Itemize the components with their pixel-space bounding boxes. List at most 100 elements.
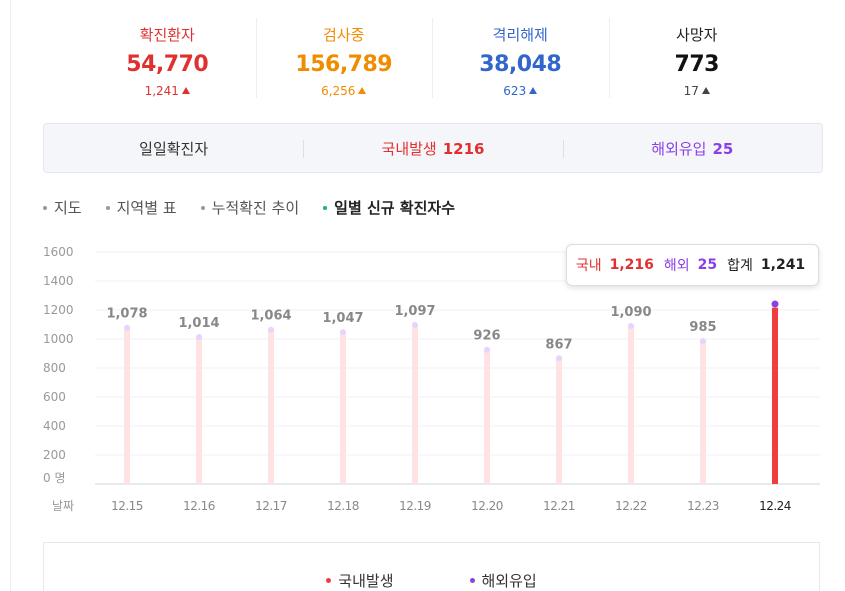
total-bar-cap [484,346,490,353]
bar-value-label: 926 [473,329,500,344]
summary-overseas-value: 25 [712,139,734,158]
x-tick-label: 12.20 [471,499,503,513]
tooltip-domestic-label: 국내 [575,258,602,274]
total-bar-cap [268,326,274,333]
stat-released-label: 격리해제 [492,26,548,44]
total-bar-cap [628,322,634,329]
summary-overseas-label: 해외유입 [651,139,707,158]
total-bar [700,341,706,484]
y-tick-label: 1200 [43,303,74,317]
x-tick-label: 12.18 [327,499,359,513]
bar-value-label: 1,014 [178,316,219,331]
x-tick-label: 12.23 [687,499,719,513]
y-tick-label: 200 [43,448,66,462]
x-tick-label: 12.16 [183,499,215,513]
legend-domestic-label: 국내발생 [338,572,394,590]
bullet-icon [43,205,47,210]
tab-region-table-label: 지역별 표 [116,199,177,217]
tab-map[interactable]: 지도 [43,197,82,218]
up-triangle-icon [701,87,710,94]
total-bar [412,324,418,484]
domestic-bar [772,307,778,484]
summary-overseas: 해외유입 25 [562,138,822,159]
total-bar-cap [700,338,706,345]
summary-daily-label: 일일확진자 [139,139,209,158]
y-tick-label: 1000 [43,332,74,346]
y-unit-label: 0 명 [43,471,66,485]
total-bar-cap [412,321,418,328]
stat-deaths-delta: 17 [609,84,786,98]
bar-value-label: 1,064 [250,309,291,324]
tab-daily-new-cases-label: 일별 신규 확진자수 [334,199,456,217]
stat-released-delta: 623 [432,84,609,98]
overseas-dot-icon [469,578,475,583]
stat-testing-delta: 6,256 [256,84,433,98]
summary-daily: 일일확진자 [44,138,303,159]
up-triangle-icon [529,87,538,94]
tooltip-overseas-value: 25 [697,257,718,273]
y-tick-label: 1400 [43,274,74,288]
tab-daily-new-cases[interactable]: 일별 신규 확진자수 [323,197,455,218]
stat-deaths: 사망자 773 17 [608,18,786,100]
y-tick-label: 1600 [43,245,74,259]
x-tick-label: 12.21 [543,499,575,513]
bar-value-label: 1,097 [394,304,435,319]
bar-value-label: 985 [689,320,716,335]
tab-region-table[interactable]: 지역별 표 [105,197,177,218]
up-triangle-icon [358,87,367,94]
x-tick-label: 12.24 [759,499,791,513]
stat-confirmed-value: 54,770 [126,52,209,77]
total-bar [484,349,490,484]
x-tick-label: 12.15 [111,499,143,513]
tooltip-overseas-label: 해외 [663,258,690,274]
total-bar [556,358,562,484]
tooltip-total-label: 합계 [727,258,753,274]
daily-cases-chart: 200 400 600 800 1000 1200 1400 1600 0 명날짜 1,078 12… [43,245,820,513]
daily-summary-bar: 일일확진자 국내발생 1216 해외유입 25 [43,123,823,173]
chart-legend: 국내발생 해외유입 [43,542,820,591]
page-left-border [10,0,11,591]
y-tick-label: 400 [43,419,66,433]
legend-domestic[interactable]: 국내발생 [326,560,394,591]
stat-released-value: 38,048 [479,52,562,77]
stat-confirmed-delta: 1,241 [79,84,256,98]
tab-cumulative-trend-label: 누적확진 추이 [211,199,300,217]
total-bar [268,329,274,484]
total-bar [196,336,202,484]
legend-overseas[interactable]: 해외유입 [469,560,537,591]
summary-domestic: 국내발생 1216 [303,138,562,159]
x-tick-label: 12.22 [615,499,647,513]
tab-cumulative-trend[interactable]: 누적확진 추이 [200,197,300,218]
stat-testing: 검사중 156,789 6,256 [255,18,433,100]
total-bar-cap [340,329,346,336]
total-bar [340,332,346,484]
bar-value-label: 867 [545,337,572,352]
stat-testing-label: 검사중 [323,26,365,44]
overseas-bar-cap [771,300,779,308]
bullet-icon [105,205,110,210]
total-bar-cap [556,355,562,362]
tab-map-label: 지도 [54,199,82,217]
stat-testing-value: 156,789 [295,52,393,77]
bullet-icon [323,205,328,210]
domestic-dot-icon [326,578,332,583]
bar-value-label: 1,078 [106,307,147,322]
stat-released: 격리해제 38,048 623 [432,18,609,100]
chart-tooltip: 국내 1,216 해외 25 합계 1,241 [566,244,819,286]
summary-domestic-value: 1216 [442,139,485,158]
stat-confirmed-label: 확진환자 [139,26,195,44]
view-tabs: 지도 지역별 표 누적확진 추이 일별 신규 확진자수 [43,197,479,218]
summary-domestic-label: 국내발생 [381,139,437,158]
total-bar-cap [124,324,130,331]
y-tick-label: 600 [43,390,66,404]
tooltip-domestic-value: 1,216 [609,257,654,273]
legend-overseas-label: 해외유입 [481,572,537,590]
stats-panel: 확진환자 54,770 1,241 검사중 156,789 6,256 격리해제… [79,18,785,100]
stat-deaths-value: 773 [674,52,720,77]
total-bar-cap [196,333,202,340]
tooltip-total-value: 1,241 [760,257,806,273]
stat-confirmed: 확진환자 54,770 1,241 [79,18,256,100]
total-bar [628,325,634,484]
stat-deaths-label: 사망자 [676,26,718,44]
bar-value-label: 1,090 [610,305,651,320]
